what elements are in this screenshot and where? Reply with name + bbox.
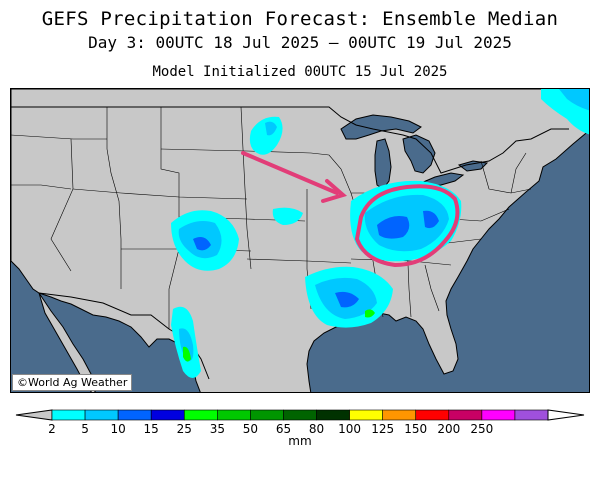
legend-swatch [51, 409, 86, 421]
map-title: GEFS Precipitation Forecast: Ensemble Me… [41, 8, 559, 30]
legend-swatch [316, 409, 350, 421]
legend-tick-label: 25 [177, 422, 192, 436]
legend-swatch [117, 409, 152, 421]
legend-tick-label: 65 [276, 422, 291, 436]
legend-swatch [84, 409, 119, 421]
copyright-credit: ©World Ag Weather [12, 374, 133, 391]
legend-tick-label: 200 [437, 422, 460, 436]
legend-tick-label: 150 [404, 422, 427, 436]
legend-bar: 2 5 10 15 25 35 50 65 80 100 125 150 200 250 [15, 409, 585, 436]
legend-swatch [448, 409, 483, 421]
map-canvas [11, 89, 589, 392]
legend-tick-label: 250 [470, 422, 493, 436]
legend-swatch [514, 409, 549, 421]
legend-tick-label: 35 [210, 422, 225, 436]
legend-over-arrow [547, 409, 585, 421]
legend-swatch [415, 409, 450, 421]
precip-map [10, 88, 590, 393]
precip-areas [171, 89, 589, 378]
legend-tick-label: 100 [338, 422, 361, 436]
lake-huron [402, 134, 436, 174]
legend-unit: mm [288, 434, 312, 448]
legend-tick-label: 125 [371, 422, 394, 436]
legend-tick-label: 80 [309, 422, 324, 436]
legend-swatch [217, 409, 251, 421]
highlight-annotation [241, 151, 460, 268]
baja-peninsula [38, 292, 98, 392]
color-legend: 2 5 10 15 25 35 50 65 80 100 125 150 200 250 [0, 398, 600, 458]
model-init-time: Model Initialized 00UTC 15 Jul 2025 [152, 64, 448, 80]
legend-tick-label: 5 [81, 422, 89, 436]
legend-tick-label: 10 [110, 422, 125, 436]
legend-swatch [183, 409, 218, 421]
legend-swatch [349, 409, 383, 421]
lake-ontario [457, 160, 489, 172]
legend-tick-label: 50 [243, 422, 258, 436]
legend-swatch [283, 409, 317, 421]
legend-tick-label: 2 [48, 422, 56, 436]
legend-under-arrow [15, 409, 53, 421]
legend-swatch [150, 409, 185, 421]
legend-swatch [382, 409, 417, 421]
lake-superior [340, 114, 422, 140]
forecast-period: Day 3: 00UTC 18 Jul 2025 — 00UTC 19 Jul … [88, 33, 512, 52]
legend-swatch [481, 409, 516, 421]
legend-swatch [250, 409, 284, 421]
legend-tick-label: 15 [144, 422, 159, 436]
